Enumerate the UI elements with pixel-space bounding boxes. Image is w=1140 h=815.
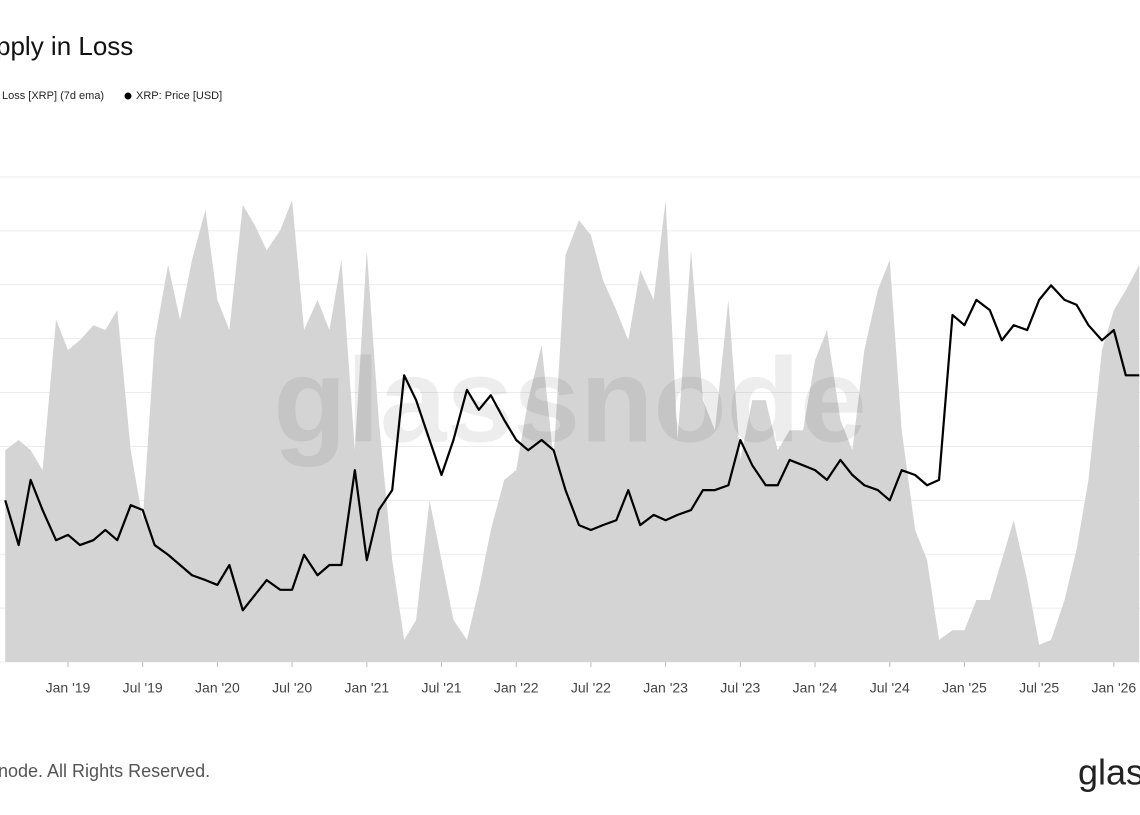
x-tick-label: Jul '20 bbox=[272, 680, 312, 696]
x-tick-label: Jul '23 bbox=[720, 680, 760, 696]
legend: Loss [XRP] (7d ema) XRP: Price [USD] bbox=[2, 90, 222, 102]
x-tick-label: Jul '25 bbox=[1019, 680, 1059, 696]
x-tick-label: Jan '25 bbox=[942, 680, 987, 696]
x-tick-label: Jul '22 bbox=[571, 680, 611, 696]
x-tick-label: Jan '26 bbox=[1091, 680, 1136, 696]
x-tick-label: Jul '21 bbox=[421, 680, 461, 696]
legend-label: XRP: Price [USD] bbox=[136, 90, 222, 102]
footer: node. All Rights Reserved. bbox=[0, 761, 210, 781]
legend-label: Loss [XRP] (7d ema) bbox=[2, 90, 104, 102]
x-axis: Jan '19 Jul '19 Jan '20 Jul '20 Jan '21 Jul '… bbox=[46, 662, 1136, 696]
x-tick-label: Jul '19 bbox=[123, 680, 163, 696]
price-line bbox=[4, 284, 1140, 612]
x-tick-label: Jan '21 bbox=[344, 680, 389, 696]
area bbox=[5, 200, 1140, 662]
x-tick-label: Jan '24 bbox=[793, 680, 838, 696]
legend-marker bbox=[124, 92, 132, 100]
x-tick-label: Jan '22 bbox=[494, 680, 539, 696]
x-tick-label: Jan '19 bbox=[46, 680, 91, 696]
watermark: glassnode bbox=[273, 334, 867, 468]
x-tick-label: Jan '23 bbox=[643, 680, 688, 696]
plot-area bbox=[4, 200, 1140, 662]
x-tick-label: Jan '20 bbox=[195, 680, 240, 696]
logo: glas bbox=[1078, 752, 1140, 793]
chart-title: pply in Loss bbox=[0, 31, 133, 61]
x-tick-label: Jul '24 bbox=[870, 680, 910, 696]
